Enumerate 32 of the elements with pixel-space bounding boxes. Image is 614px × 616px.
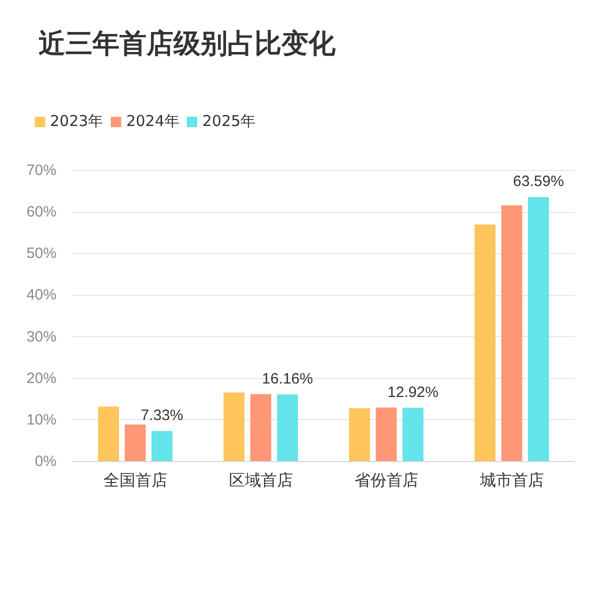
bar <box>501 205 522 462</box>
x-tick-label: 城市首店 <box>478 470 544 490</box>
legend-label: 2025年 <box>202 112 256 131</box>
data-label: 16.16% <box>262 370 313 388</box>
data-label: 63.59% <box>513 173 564 190</box>
bar <box>124 424 146 462</box>
bar <box>402 408 424 462</box>
y-tick-label: 30% <box>26 328 57 346</box>
bar <box>224 392 244 462</box>
bar <box>528 197 549 462</box>
bar <box>277 394 298 462</box>
y-tick-label: 60% <box>26 204 57 221</box>
x-tick-label: 全国首店 <box>103 470 168 490</box>
x-tick-label: 省份首店 <box>354 470 418 490</box>
x-tick-label: 区域首店 <box>228 470 293 490</box>
data-label: 12.92% <box>388 384 438 401</box>
chart-title: 近三年首店级别占比变化 <box>38 28 336 60</box>
bar <box>474 224 496 462</box>
bar <box>152 431 172 462</box>
y-tick-label: 20% <box>26 370 57 387</box>
bar <box>250 394 272 462</box>
y-tick-label: 70% <box>26 162 57 179</box>
y-tick-label: 0% <box>34 453 57 470</box>
y-tick-label: 10% <box>26 411 57 428</box>
bar <box>349 408 370 462</box>
legend-label: 2024年 <box>126 112 180 131</box>
y-tick-label: 40% <box>26 286 57 304</box>
legend-label: 2023年 <box>50 112 104 131</box>
y-tick-label: 50% <box>26 245 57 262</box>
bar <box>376 407 397 462</box>
bar <box>98 406 119 462</box>
data-label: 7.33% <box>140 407 184 424</box>
